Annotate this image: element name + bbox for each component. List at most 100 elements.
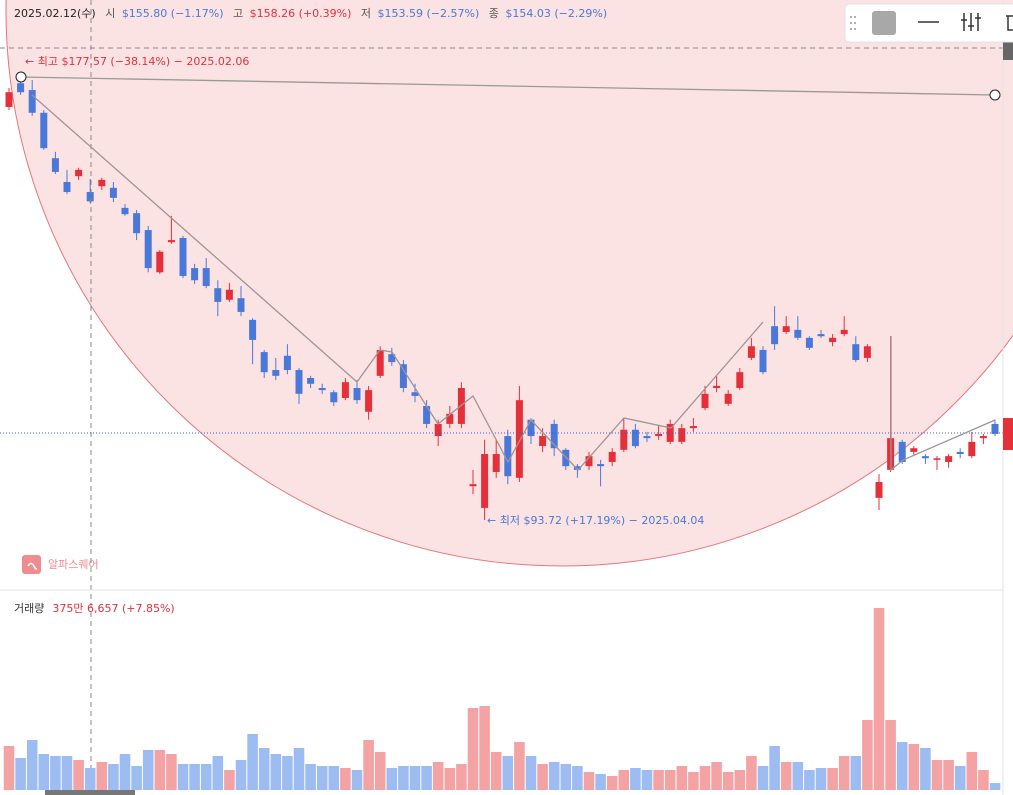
volume-bar	[328, 766, 340, 790]
candle-body	[121, 207, 129, 215]
volume-bar	[978, 770, 989, 790]
volume-bar	[502, 756, 514, 790]
volume-bar	[363, 740, 374, 790]
volume-bar	[618, 770, 630, 790]
volume-bar	[224, 770, 235, 790]
volume-bar	[154, 750, 166, 790]
volume-bar	[374, 752, 386, 790]
candle-body	[237, 298, 245, 312]
settings-button[interactable]	[961, 13, 981, 31]
drag-handle[interactable]	[850, 16, 856, 30]
candle-body	[40, 112, 48, 149]
color-button[interactable]	[872, 11, 896, 35]
volume-bar	[398, 766, 409, 790]
candle-body	[295, 370, 303, 394]
volume-bar	[142, 750, 154, 790]
candle-body	[272, 370, 280, 376]
candle-body	[469, 484, 477, 487]
candle-body	[388, 354, 396, 363]
volume-bar	[827, 768, 838, 790]
candle-body	[365, 390, 373, 412]
volume-bar	[560, 764, 572, 790]
candle-body	[550, 423, 558, 449]
volume-bar	[525, 756, 537, 790]
candle-body	[202, 268, 210, 287]
volume-bar	[15, 758, 26, 790]
candle-body	[817, 334, 825, 337]
volume-bar	[409, 766, 421, 790]
candle-body	[736, 372, 744, 388]
candle-body	[353, 387, 361, 401]
volume-bar	[131, 766, 142, 790]
volume-bar	[351, 770, 363, 790]
candle-body	[573, 466, 581, 470]
candle-body	[63, 181, 71, 193]
volume-bar	[641, 770, 653, 790]
candle-body	[109, 187, 117, 198]
volume-bar	[630, 768, 641, 790]
candle-body	[585, 456, 593, 467]
toolbar-bg	[844, 3, 1013, 43]
volume-bar	[386, 768, 398, 790]
candle-body	[86, 192, 94, 202]
toolbar	[844, 3, 1013, 43]
candle-body	[771, 326, 779, 345]
volume-bar	[316, 766, 328, 790]
handle[interactable]	[15, 71, 27, 83]
volume-bar	[432, 762, 444, 790]
candle-body	[214, 288, 222, 302]
high-value: $158.26 (+0.39%)	[250, 7, 352, 20]
volume-bar	[3, 746, 15, 790]
volume-bar	[200, 764, 212, 790]
candle-body	[504, 436, 512, 477]
volume-bar	[26, 740, 38, 790]
candle-body	[713, 385, 721, 388]
low-annotation: ← 최저 $93.72 (+17.19%) − 2025.04.04	[487, 514, 704, 527]
handle[interactable]	[989, 89, 1001, 101]
volume-bar	[84, 768, 96, 790]
candle-body	[411, 392, 419, 396]
volume-bar	[954, 766, 966, 790]
candle-body	[794, 329, 802, 338]
candle-body	[620, 429, 628, 450]
candle-body	[283, 355, 291, 371]
delete-button[interactable]	[1006, 15, 1013, 31]
candle-body	[133, 213, 141, 234]
candle-body	[318, 387, 326, 391]
volume-bar	[119, 754, 131, 790]
volume-bar	[177, 764, 189, 790]
volume-bar	[166, 754, 177, 790]
volume-title: 거래량	[14, 602, 44, 615]
volume-bar	[676, 766, 688, 790]
volume-bar	[792, 762, 804, 790]
volume-bar	[734, 770, 746, 790]
volume-bar	[61, 756, 73, 790]
candle-body	[144, 230, 152, 269]
volume-bar	[50, 756, 61, 790]
zigzag-drawing	[890, 336, 996, 472]
candle-body	[167, 240, 175, 243]
volume-bar	[815, 768, 827, 790]
volume-bar	[757, 766, 769, 790]
zigzag-drawing	[31, 94, 764, 471]
candle-body	[956, 451, 964, 455]
candle-body	[933, 458, 941, 460]
volume-bar	[258, 748, 270, 790]
candle-body	[852, 344, 860, 361]
volume-bar	[595, 774, 606, 790]
candle-body	[51, 158, 59, 172]
candle-body	[341, 382, 349, 399]
candle-body	[330, 392, 338, 403]
candle-body	[75, 169, 83, 177]
volume-bar	[38, 754, 50, 790]
scrollbar[interactable]	[45, 790, 135, 795]
candle-body	[98, 179, 106, 187]
trend-line	[20, 76, 996, 96]
candle-body	[747, 346, 755, 358]
volume-bar	[96, 762, 108, 790]
candle-body	[759, 349, 767, 373]
candle-body	[562, 449, 570, 467]
volume-bar	[746, 756, 757, 790]
volume-bar	[896, 742, 908, 790]
candle-body	[539, 436, 547, 447]
